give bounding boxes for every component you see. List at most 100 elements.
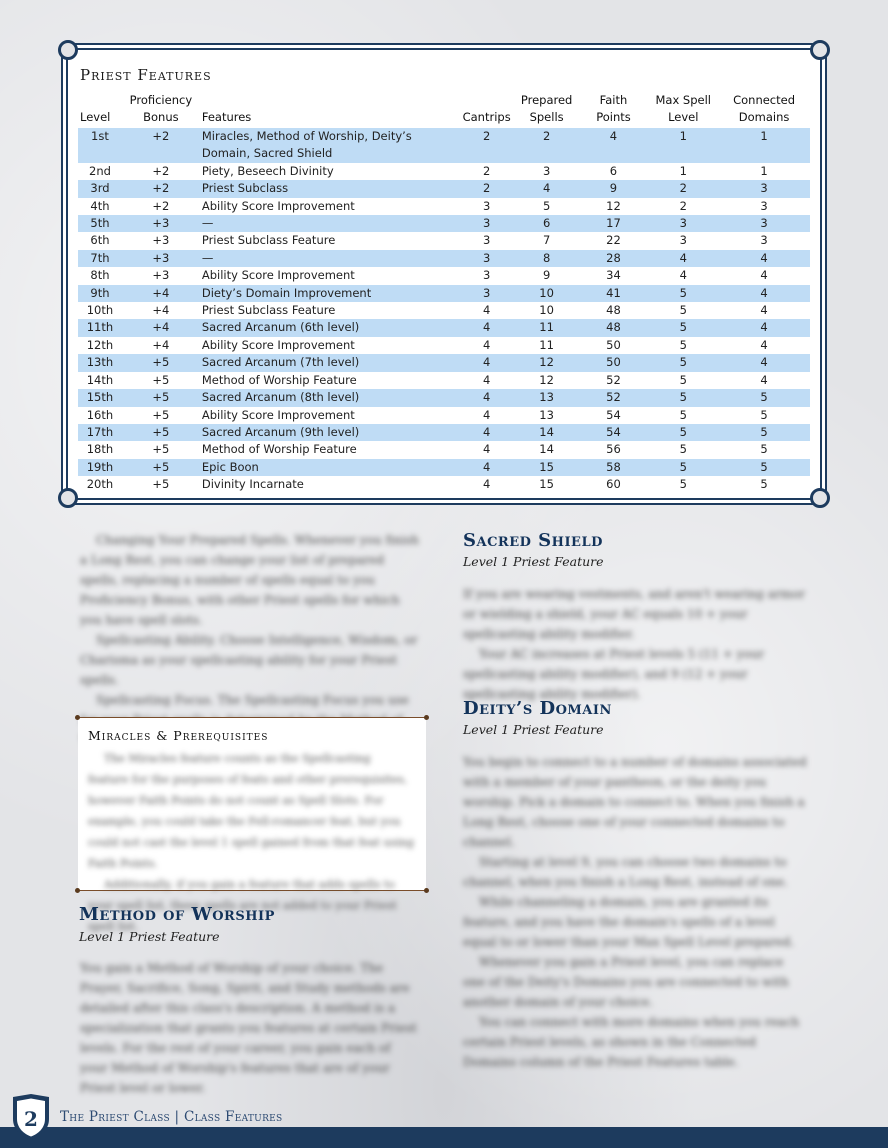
header-max-spell: Max Spell Level	[655, 93, 711, 124]
table-cell: Ability Score Improvement	[201, 337, 355, 352]
table-cell: 4	[458, 458, 515, 477]
paragraph: Whenever you gain a Priest level, you ca…	[463, 955, 789, 1009]
table-cell: 3	[718, 180, 810, 198]
table-cell: 56	[606, 442, 621, 457]
table-cell: 5	[760, 442, 768, 457]
frame-corner-ornament	[58, 488, 78, 508]
table-cell: +5	[121, 354, 200, 372]
table-cell: 5	[679, 442, 687, 457]
table-cell: +5	[152, 442, 170, 457]
header-cantrips: Cantrips	[462, 110, 511, 124]
table-cell: +4	[121, 319, 200, 337]
table-cell: 3	[458, 215, 515, 233]
table-cell: 1st	[78, 128, 122, 163]
table-cell: 4	[760, 303, 768, 318]
table-cell: 10th	[86, 303, 114, 318]
table-row: 8th +3 Ability Score Improvement 3 9 34 4 4	[78, 267, 810, 284]
table-cell: 4	[458, 423, 515, 442]
table-row: 17th +5 Sacred Arcanum (9th level) 4 14 54 5 5	[78, 423, 810, 442]
table-cell: +3	[152, 268, 170, 283]
table-cell: +5	[152, 407, 170, 422]
table-cell: 11	[514, 319, 579, 337]
table-cell: 6	[514, 215, 579, 233]
paragraph: You begin to connect to a number of doma…	[463, 755, 807, 849]
table-cell: +3	[121, 215, 200, 233]
table-cell: 13th	[78, 354, 122, 372]
method-of-worship-text: You gain a Method of Worship of your cho…	[80, 958, 420, 1098]
table-cell: +2	[152, 198, 170, 213]
paragraph: Starting at level 9, you can choose two …	[463, 855, 788, 889]
table-row: 9th +4 Diety’s Domain Improvement 3 10 41 5 4	[78, 284, 810, 303]
deitys-domain-heading: Deity’s Domain	[463, 698, 612, 719]
paragraph: You gain a Method of Worship of your cho…	[80, 961, 417, 1095]
features-table-frame: Priest Features Level Proficiency Bonus F…	[58, 40, 830, 508]
table-cell: 16th	[86, 407, 114, 422]
table-cell: +3	[121, 249, 200, 268]
table-cell: Priest Subclass Feature	[201, 303, 336, 318]
table-cell: 2	[648, 180, 719, 198]
table-cell: 4	[458, 389, 515, 407]
table-cell: 13	[514, 389, 579, 407]
table-cell: 15th	[78, 389, 122, 407]
table-cell: 15	[514, 458, 579, 477]
table-cell: 9	[578, 180, 649, 198]
table-cell: +4	[152, 303, 170, 318]
table-row: 10th +4 Priest Subclass Feature 4 10 48 5 4	[78, 302, 810, 319]
table-cell: —	[199, 249, 459, 268]
table-row: 1st +2 Miracles, Method of Worship, Deity’…	[78, 128, 810, 163]
priest-features-table: Level Proficiency Bonus Features Cantrips…	[78, 92, 810, 494]
table-cell: 5	[648, 284, 719, 303]
table-cell: 2	[458, 180, 515, 198]
page-number: 2	[24, 1107, 38, 1131]
table-cell: Ability Score Improvement	[201, 407, 355, 422]
table-cell: 1	[679, 163, 687, 178]
table-cell: 54	[578, 423, 649, 442]
table-cell: 6	[609, 163, 618, 178]
table-cell: 54	[606, 407, 621, 422]
table-body: 1st +2 Miracles, Method of Worship, Deity’…	[78, 128, 810, 494]
table-cell: 50	[606, 337, 621, 352]
table-cell: 5	[648, 458, 719, 477]
table-cell: 10	[514, 284, 579, 303]
table-cell: 34	[606, 268, 621, 283]
table-cell: +5	[121, 458, 200, 477]
table-cell: Miracles, Method of Worship, Deity’s Dom…	[199, 128, 459, 163]
table-cell: +5	[152, 372, 170, 387]
table-cell: 3	[542, 163, 551, 178]
table-cell: 4	[482, 407, 491, 422]
table-cell: 4	[482, 372, 491, 387]
deitys-domain-text: You begin to connect to a number of doma…	[463, 752, 809, 1072]
table-row: 6th +3 Priest Subclass Feature 3 7 22 3 3	[78, 232, 810, 249]
table-cell: 4	[578, 128, 649, 163]
table-cell: 2	[482, 163, 491, 178]
table-cell: 5	[718, 423, 810, 442]
table-cell: 4	[679, 268, 687, 283]
table-title: Priest Features	[80, 66, 212, 84]
table-cell: 4	[648, 249, 719, 268]
table-cell: 1	[760, 163, 768, 178]
table-cell: 4	[760, 337, 768, 352]
table-cell: Sacred Arcanum (6th level)	[199, 319, 459, 337]
table-row: 19th +5 Epic Boon 4 15 58 5 5	[78, 458, 810, 477]
sidebar-body: The Miracles feature counts as the Spell…	[88, 748, 414, 937]
table-cell: 5	[679, 477, 687, 492]
table-cell: 5	[679, 407, 687, 422]
table-cell: 5	[718, 458, 810, 477]
paragraph: If you are wearing vestments, and aren't…	[463, 587, 805, 641]
table-row: 18th +5 Method of Worship Feature 4 14 56 5 5	[78, 441, 810, 458]
table-cell: 4	[514, 180, 579, 198]
table-row: 11th +4 Sacred Arcanum (6th level) 4 11 48 5 4	[78, 319, 810, 337]
table-cell: 5	[648, 389, 719, 407]
table-cell: 4	[458, 319, 515, 337]
table-cell: 4	[458, 354, 515, 372]
table-row: 15th +5 Sacred Arcanum (8th level) 4 13 52 5 5	[78, 389, 810, 407]
table-cell: 4	[482, 303, 491, 318]
table-cell: 5	[648, 319, 719, 337]
table-cell: Method of Worship Feature	[201, 442, 357, 457]
table-row: 3rd +2 Priest Subclass 2 4 9 2 3	[78, 180, 810, 198]
table-cell: Method of Worship Feature	[201, 372, 357, 387]
table-row: 20th +5 Divinity Incarnate 4 15 60 5 5	[78, 476, 810, 493]
table-cell: Priest Subclass	[199, 180, 459, 198]
table-cell: 5	[760, 477, 768, 492]
paragraph: The Miracles feature counts as the Spell…	[88, 752, 414, 870]
